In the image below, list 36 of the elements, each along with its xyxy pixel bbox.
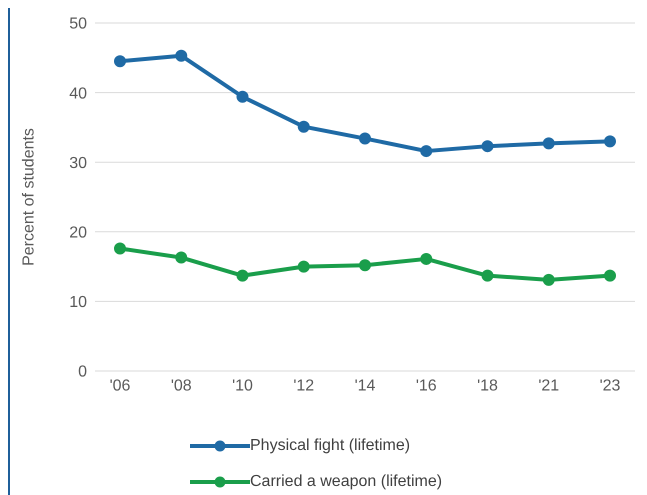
point: [420, 145, 432, 158]
x-tick-label: '21: [538, 377, 560, 394]
point: [114, 55, 126, 68]
point: [482, 270, 494, 282]
y-tick-label: 30: [69, 154, 88, 172]
point: [359, 259, 371, 272]
point: [604, 270, 616, 282]
point: [298, 120, 310, 133]
point: [542, 137, 555, 150]
y-tick-label: 40: [69, 85, 88, 102]
point: [175, 50, 188, 62]
y-tick-label: 0: [78, 364, 88, 381]
x-tick-label: '06: [110, 377, 131, 394]
legend-label: Physical fight (lifetime): [250, 437, 410, 455]
point: [482, 140, 494, 152]
x-tick-label: '14: [354, 377, 376, 394]
y-axis-title: Percent of students: [20, 128, 38, 266]
point: [236, 270, 248, 282]
point: [236, 90, 248, 103]
y-tick-label: 20: [69, 224, 88, 242]
y-tick-label: 50: [69, 16, 88, 33]
x-tick-label: '10: [232, 377, 254, 394]
point: [420, 252, 432, 265]
point: [298, 260, 310, 273]
x-tick-label: '12: [293, 377, 314, 394]
x-tick-label: '16: [416, 377, 437, 394]
x-tick-label: '23: [600, 377, 621, 394]
point: [175, 252, 188, 264]
y-tick-label: 10: [69, 294, 88, 312]
x-tick-label: '18: [477, 377, 498, 394]
x-tick-label: '08: [170, 377, 192, 394]
point: [114, 242, 126, 255]
point: [604, 135, 616, 148]
legend-label: Carried a weapon (lifetime): [250, 473, 442, 491]
point: [359, 132, 371, 145]
point: [542, 274, 555, 286]
